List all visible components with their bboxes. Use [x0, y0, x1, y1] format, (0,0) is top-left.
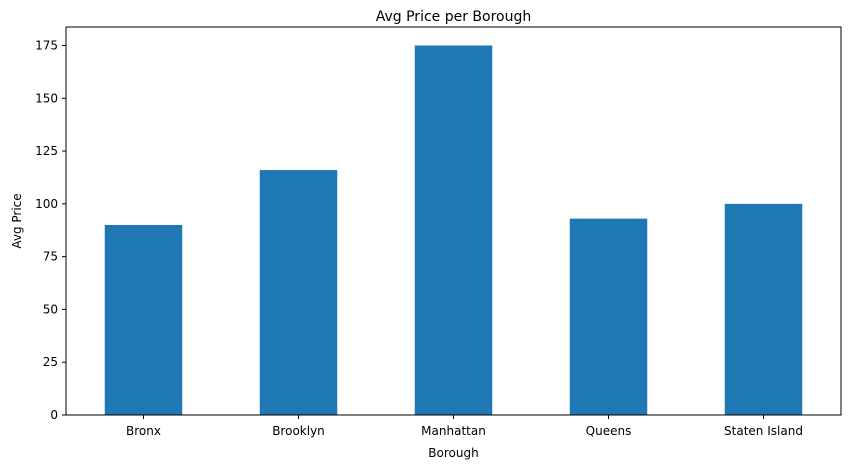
y-axis-label: Avg Price: [10, 193, 24, 248]
y-tick-label: 75: [43, 250, 58, 264]
chart-title: Avg Price per Borough: [376, 9, 532, 25]
x-axis-ticks: Bronx Brooklyn Manhattan Queens Staten Islan…: [126, 415, 803, 438]
y-tick-label: 50: [43, 302, 58, 316]
plot-frame: [65, 26, 842, 416]
y-tick-label: 125: [35, 144, 58, 158]
bars-group: [104, 45, 803, 415]
bar-manhattan: [414, 45, 493, 415]
bar-brooklyn: [259, 170, 338, 415]
y-tick-label: 100: [35, 197, 58, 211]
bar-bronx: [104, 224, 183, 415]
x-tick-label: Staten Island: [724, 424, 803, 438]
y-tick-label: 0: [50, 408, 58, 422]
x-axis-label: Borough: [428, 446, 478, 460]
y-tick-label: 25: [43, 355, 58, 369]
y-tick-label: 175: [35, 38, 58, 52]
bar-queens: [569, 218, 648, 415]
y-tick-label: 150: [35, 91, 58, 105]
bar-staten-island: [724, 203, 803, 415]
x-tick-label: Manhattan: [421, 424, 486, 438]
y-axis-ticks: 0 25 50 75 100 125 150 175: [35, 38, 66, 422]
x-tick-label: Brooklyn: [272, 424, 325, 438]
x-tick-label: Bronx: [126, 424, 161, 438]
x-tick-label: Queens: [586, 424, 632, 438]
